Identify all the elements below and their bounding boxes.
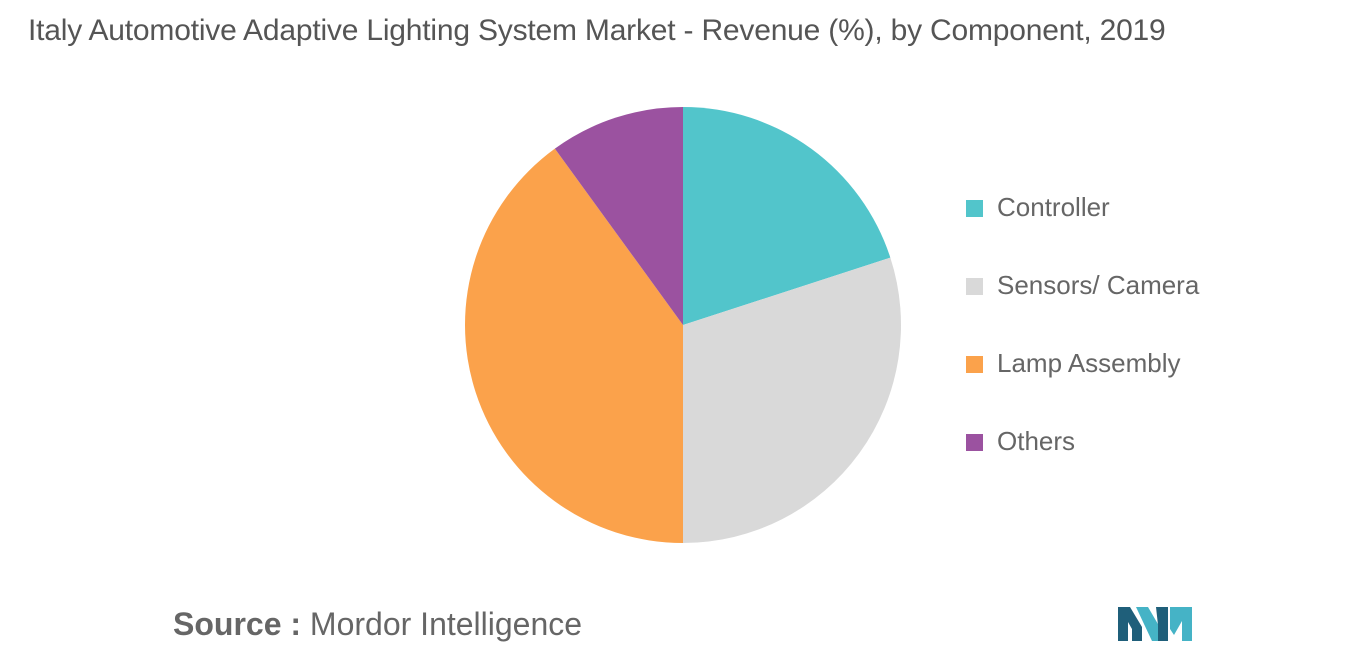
pie-slice-sensors-camera [683, 257, 901, 543]
pie-slice-controller [683, 107, 891, 325]
legend-swatch [966, 278, 983, 295]
source-text: Mordor Intelligence [309, 606, 583, 642]
pie-slice-lamp-assembly [465, 148, 683, 544]
legend-item-others: Others [966, 426, 1199, 504]
legend-swatch [966, 200, 983, 217]
legend-item-lamp-assembly: Lamp Assembly [966, 348, 1199, 426]
source-label: Source : [173, 606, 302, 642]
legend-label: Sensors/ Camera [997, 270, 1200, 300]
source-note: Source : Mordor Intelligence [173, 606, 582, 643]
chart-title: Italy Automotive Adaptive Lighting Syste… [28, 14, 1166, 47]
pie-slice-others [554, 107, 683, 325]
legend-item-sensors-camera: Sensors/ Camera [966, 270, 1199, 348]
legend-swatch [966, 356, 983, 373]
legend-label: Others [997, 426, 1076, 456]
legend-label: Lamp Assembly [997, 348, 1181, 378]
legend-swatch [966, 434, 983, 451]
mordor-intelligence-logo-icon [1118, 607, 1192, 641]
legend-label: Controller [997, 192, 1110, 222]
legend-item-controller: Controller [966, 192, 1199, 270]
legend: Controller Sensors/ Camera Lamp Assembly Ot… [966, 192, 1199, 504]
